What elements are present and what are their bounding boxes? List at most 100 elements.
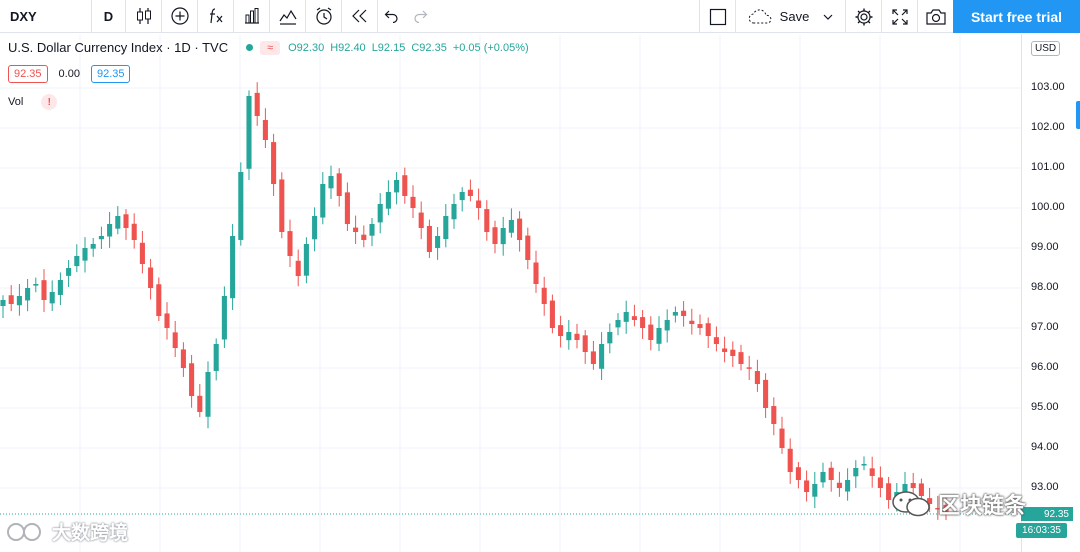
interval-button[interactable]: D <box>92 0 126 33</box>
candle-up <box>90 244 96 249</box>
candle-down <box>156 284 162 316</box>
candle-up <box>902 484 908 497</box>
candle-up <box>49 292 55 304</box>
candle-up <box>377 204 383 223</box>
candle-down <box>287 231 293 256</box>
candle-up <box>599 344 605 369</box>
candle-up <box>328 176 334 189</box>
candle-down <box>353 227 359 232</box>
candle-down <box>681 310 687 316</box>
candle-down <box>517 218 523 240</box>
fullscreen-button[interactable] <box>881 0 917 33</box>
price-tick-label: 94.00 <box>1031 441 1059 453</box>
financials-icon <box>244 8 259 24</box>
candle-down <box>771 406 777 424</box>
candle-up <box>238 172 244 240</box>
candle-up <box>385 192 391 209</box>
candles-icon <box>136 8 151 24</box>
candle-up <box>107 224 113 237</box>
close-value: C92.35 <box>411 41 447 54</box>
undo-button[interactable] <box>378 0 406 33</box>
volume-label: Vol <box>8 96 24 108</box>
candle-down <box>549 300 555 328</box>
candle-down <box>131 223 137 240</box>
watermark-left: 大数跨境 <box>6 518 128 545</box>
candle-up <box>369 224 375 236</box>
bid-ask-row: 92.35 0.00 92.35 <box>8 65 131 83</box>
candle-down <box>836 482 842 488</box>
candle-up <box>57 280 63 295</box>
watermark-right-text: 区块链条 <box>938 493 1027 518</box>
candle-up <box>74 256 80 267</box>
price-axis[interactable] <box>1021 34 1080 552</box>
candle-down <box>139 242 145 264</box>
candle-up <box>435 236 441 248</box>
candle-down <box>336 173 342 196</box>
top-toolbar: DXY D Save <box>0 0 1080 33</box>
chevron-down-icon <box>823 14 833 20</box>
candle-up <box>246 96 252 169</box>
currency-badge[interactable]: USD <box>1031 41 1061 56</box>
candle-up <box>451 204 457 220</box>
financials-button[interactable] <box>234 0 270 33</box>
candle-down <box>402 175 408 196</box>
candle-down <box>697 324 703 328</box>
settings-button[interactable] <box>845 0 881 33</box>
candle-up <box>459 192 465 201</box>
cloud-icon <box>748 8 772 24</box>
compare-button[interactable] <box>162 0 198 33</box>
candle-up <box>656 328 662 344</box>
redo-button[interactable] <box>406 0 434 33</box>
candle-up <box>853 468 859 477</box>
replay-button[interactable] <box>342 0 378 33</box>
watermark-right: 区块链条 <box>890 488 1026 520</box>
candle-up <box>623 312 629 322</box>
bar-countdown-label: 16:03:35 <box>1016 523 1067 538</box>
candle-down <box>754 371 760 384</box>
candle-down <box>254 92 260 116</box>
fullscreen-icon <box>891 8 908 25</box>
undo-icon <box>384 10 398 23</box>
symbol-search-button[interactable]: DXY <box>0 0 92 33</box>
candle-up <box>500 228 506 245</box>
candle-down <box>943 504 949 514</box>
save-button[interactable]: Save <box>735 0 845 33</box>
candle-down <box>262 120 268 140</box>
alert-button[interactable] <box>306 0 342 33</box>
candle-up <box>25 288 31 301</box>
market-status-icon[interactable] <box>238 41 260 55</box>
spread-value: 0.00 <box>58 68 80 80</box>
candle-down <box>295 260 301 276</box>
templates-button[interactable] <box>270 0 306 33</box>
candle-down <box>746 367 752 369</box>
candle-up <box>82 248 88 261</box>
side-panel-handle[interactable] <box>1076 101 1080 129</box>
alert-icon <box>315 7 332 25</box>
candle-up <box>221 296 227 340</box>
watermark-left-text: 大数跨境 <box>52 523 129 544</box>
candlestick-chart[interactable] <box>0 34 1021 552</box>
candle-down <box>533 262 539 284</box>
warning-icon[interactable]: ! <box>41 94 58 110</box>
candle-up <box>213 344 219 371</box>
candle-down <box>763 379 769 408</box>
price-tick-label: 93.00 <box>1031 481 1059 493</box>
start-free-trial-button[interactable]: Start free trial <box>953 0 1080 33</box>
screenshot-button[interactable] <box>917 0 953 33</box>
candle-down <box>738 352 744 364</box>
candle-down <box>787 448 793 472</box>
candle-down <box>361 234 367 240</box>
symbol-legend: U.S. Dollar Currency Index · 1D · TVC ≈ … <box>8 40 529 55</box>
chart-style-button[interactable] <box>126 0 162 33</box>
change-value: +0.05 (+0.05%) <box>452 41 529 54</box>
candle-down <box>935 507 941 510</box>
buy-price-button[interactable]: 92.35 <box>90 65 131 83</box>
candle-down <box>705 323 711 336</box>
layout-button[interactable] <box>699 0 735 33</box>
data-mode-icon[interactable]: ≈ <box>260 40 281 55</box>
candle-down <box>344 192 350 224</box>
candle-up <box>312 216 318 240</box>
indicators-button[interactable] <box>198 0 234 33</box>
candle-down <box>164 313 170 328</box>
sell-price-button[interactable]: 92.35 <box>8 65 48 83</box>
